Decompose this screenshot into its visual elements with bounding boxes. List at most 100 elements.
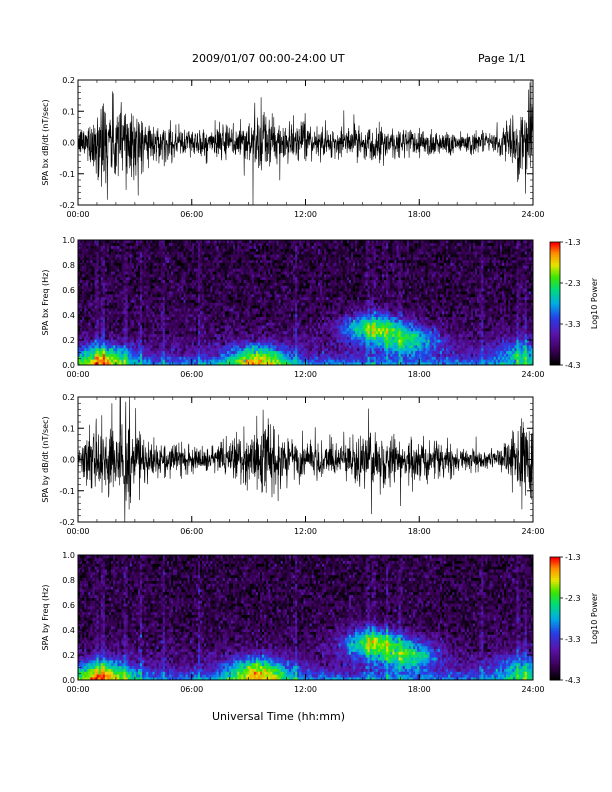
colorbar-cell: [550, 248, 560, 251]
colorbar-cell: [550, 565, 560, 568]
x-tick-label: 00:00: [66, 210, 89, 219]
y-tick-label: -0.2: [59, 201, 75, 210]
colorbar-cell: [550, 604, 560, 607]
colorbar-cell: [550, 575, 560, 578]
colorbar-frame: [549, 556, 561, 681]
colorbar-cell: [550, 628, 560, 632]
colorbar-cell: [550, 559, 560, 562]
x-tick-label: 24:00: [521, 685, 544, 694]
colorbar-cell: [550, 272, 560, 276]
colorbar-cell: [550, 258, 560, 261]
colorbar-cell: [550, 338, 560, 341]
colorbar-cell: [550, 561, 560, 564]
x-tick-label: 12:00: [294, 210, 317, 219]
colorbar-cell: [550, 643, 560, 646]
colorbar-cell: [550, 636, 560, 640]
x-tick-label: 06:00: [180, 370, 203, 379]
colorbar-4: [549, 556, 563, 681]
y-tick-label: -0.1: [59, 487, 75, 496]
colorbar-cell: [550, 280, 560, 284]
colorbar-cell: [550, 332, 560, 335]
colorbar-cell: [550, 653, 560, 656]
y-tick-label: 0.4: [62, 311, 75, 320]
x-tick-label: 24:00: [521, 527, 544, 536]
colorbar-cell: [550, 252, 560, 255]
colorbar-cell: [550, 626, 560, 630]
colorbar-cell: [550, 289, 560, 292]
colorbar-cell: [550, 270, 560, 274]
colorbar-cell: [550, 297, 560, 300]
colorbar-cell: [550, 260, 560, 263]
colorbar-cell: [550, 589, 560, 593]
colorbar-cell: [550, 262, 560, 266]
colorbar-cell: [550, 671, 560, 675]
colorbar-tick-label: -2.3: [565, 594, 581, 603]
colorbar-cell: [550, 358, 560, 362]
colorbar-cell: [550, 278, 560, 282]
date-range-title: 2009/01/07 00:00-24:00 UT: [192, 52, 345, 65]
colorbar-cell: [550, 651, 560, 654]
colorbar-cell: [550, 655, 560, 658]
colorbar-cell: [550, 354, 560, 358]
colorbar-cell: [550, 581, 560, 585]
x-tick-label: 12:00: [294, 370, 317, 379]
colorbar-cell: [550, 675, 560, 679]
y-tick-label: 0.6: [62, 286, 75, 295]
colorbar-cell: [550, 330, 560, 333]
colorbar-cell: [550, 585, 560, 589]
colorbar-cell: [550, 630, 560, 634]
colorbar-tick-label: -3.3: [565, 635, 581, 644]
colorbar-cell: [550, 622, 560, 626]
x-tick-label: 06:00: [180, 527, 203, 536]
y-tick-label: 0.2: [62, 76, 75, 85]
colorbar-cell: [550, 285, 560, 288]
x-tick-label: 06:00: [180, 210, 203, 219]
colorbar-cell: [550, 311, 560, 315]
colorbar-cell: [550, 657, 560, 660]
colorbar-cell: [550, 616, 560, 619]
y-tick-label: 0.2: [62, 336, 75, 345]
colorbar-tick-label: -1.3: [565, 553, 581, 562]
y-axis-label: SPA bx Freq (Hz): [41, 270, 50, 336]
colorbar-cell: [550, 667, 560, 671]
colorbar-cell: [550, 612, 560, 615]
colorbar-cell: [550, 328, 560, 331]
colorbar-cell: [550, 661, 560, 665]
x-tick-label: 24:00: [521, 370, 544, 379]
x-tick-label: 18:00: [408, 685, 431, 694]
y-axis-label: SPA by dB/dt (nT/sec): [41, 416, 50, 502]
colorbar-cell: [550, 301, 560, 304]
y-tick-label: 0.6: [62, 601, 75, 610]
colorbar-cell: [550, 244, 560, 247]
colorbar-cell: [550, 342, 560, 345]
colorbar-cell: [550, 242, 560, 245]
x-tick-label: 00:00: [66, 685, 89, 694]
panel-1: [77, 79, 534, 206]
colorbar-tick-label: -2.3: [565, 279, 581, 288]
x-tick-label: 00:00: [66, 527, 89, 536]
colorbar-cell: [550, 295, 560, 298]
colorbar-cell: [550, 614, 560, 617]
y-tick-label: 0.8: [62, 576, 75, 585]
colorbar-cell: [550, 593, 560, 597]
x-tick-label: 06:00: [180, 685, 203, 694]
colorbar-cell: [550, 274, 560, 278]
y-tick-label: 0.4: [62, 626, 75, 635]
colorbar-cell: [550, 324, 560, 327]
colorbar-cell: [550, 356, 560, 360]
colorbar-cell: [550, 264, 560, 268]
colorbar-cell: [550, 663, 560, 667]
colorbar-tick-label: -4.3: [565, 361, 581, 370]
y-tick-label: 1.0: [62, 236, 75, 245]
colorbar-cell: [550, 348, 560, 352]
colorbar-cell: [550, 321, 560, 325]
colorbar-cell: [550, 350, 560, 354]
colorbar-cell: [550, 291, 560, 294]
colorbar-cell: [550, 632, 560, 636]
colorbar-cell: [550, 557, 560, 560]
colorbar-cell: [550, 344, 560, 348]
colorbar-label: Log10 Power: [590, 277, 599, 329]
y-tick-label: 0.8: [62, 261, 75, 270]
